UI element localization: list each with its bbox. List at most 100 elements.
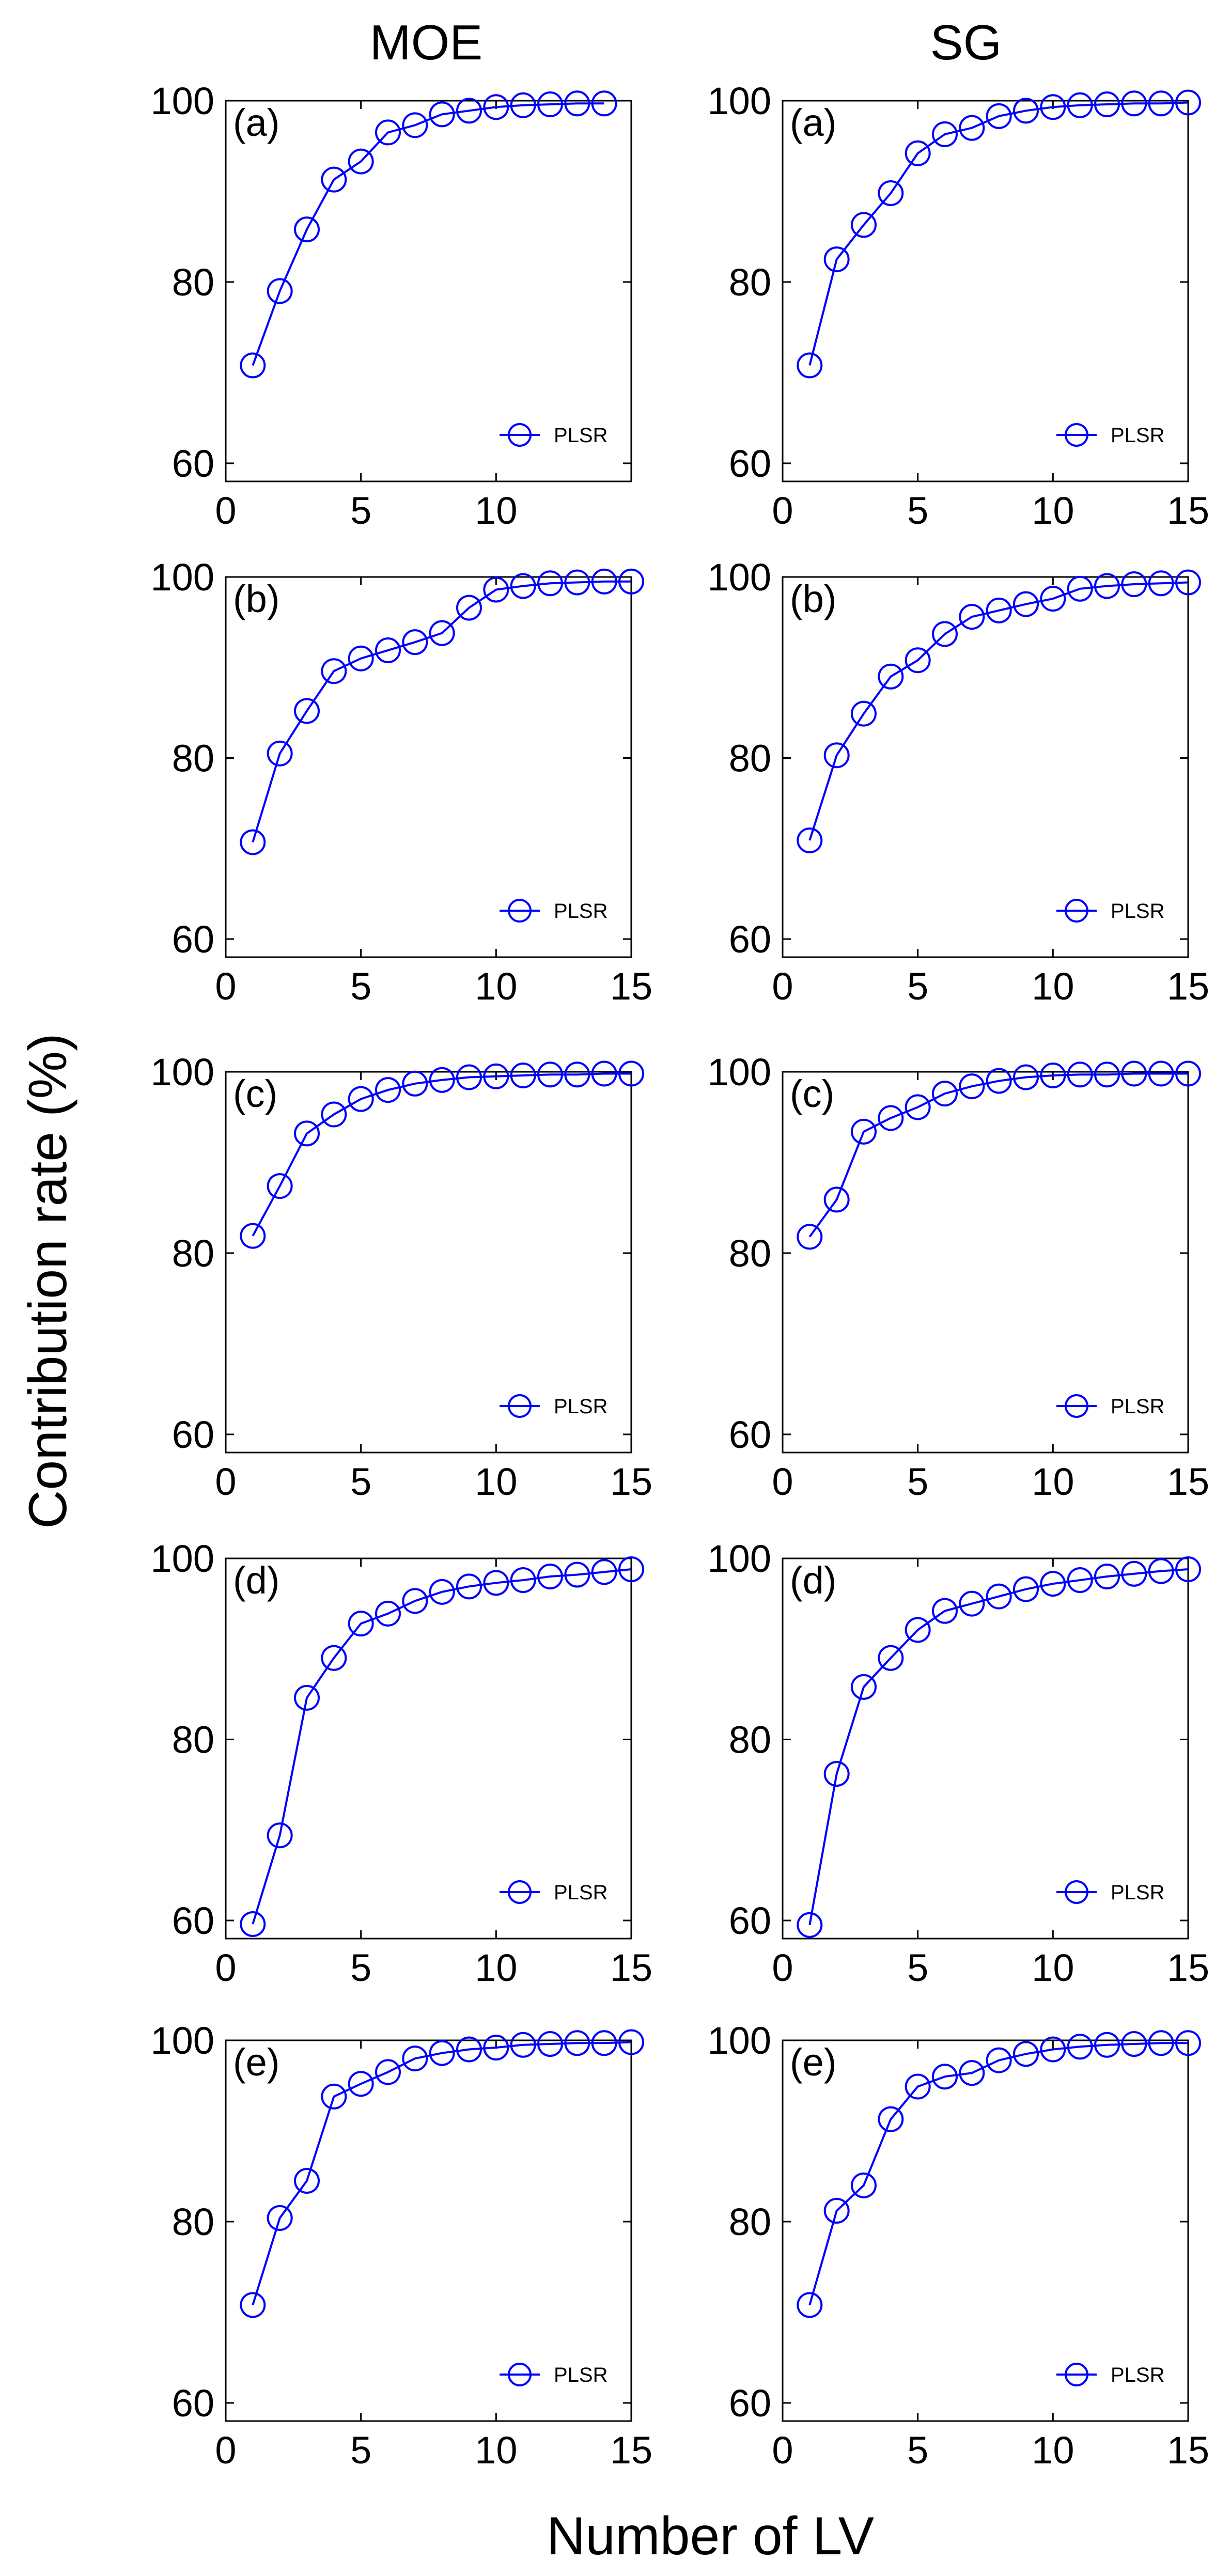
- x-tick-label: 5: [350, 489, 371, 532]
- data-point: [483, 94, 509, 120]
- data-point: [959, 1590, 985, 1617]
- data-point: [537, 1061, 563, 1088]
- data-point: [1040, 94, 1066, 120]
- x-tick-label: 10: [475, 2429, 517, 2472]
- y-tick-label: 80: [172, 737, 214, 779]
- x-tick-label: 10: [1032, 2429, 1074, 2472]
- x-tick-label: 5: [350, 1460, 371, 1503]
- x-axis-label: Number of LV: [547, 2506, 874, 2566]
- data-point: [591, 1060, 617, 1087]
- data-point: [1148, 90, 1174, 117]
- data-point: [375, 1077, 401, 1103]
- legend-marker: [1065, 1880, 1088, 1904]
- data-point: [823, 742, 850, 769]
- data-point: [429, 1067, 455, 1093]
- x-tick-label: 5: [907, 1946, 928, 1989]
- data-point: [564, 90, 590, 117]
- x-tick-label: 15: [1167, 489, 1209, 532]
- data-point: [1067, 1061, 1093, 1088]
- data-point: [348, 1086, 374, 1112]
- data-point: [932, 621, 958, 647]
- data-point: [402, 112, 428, 138]
- data-point: [294, 2167, 320, 2194]
- series-line-plsr: [252, 1072, 631, 1237]
- legend: PLSR: [500, 1394, 608, 1418]
- data-point: [1148, 1558, 1174, 1584]
- data-point: [564, 1061, 590, 1088]
- data-point: [375, 1600, 401, 1627]
- axes-frame: [225, 2039, 632, 2422]
- panel-sg-e: 0 5 10 15 60 80 100 (e) PLSR: [708, 2019, 1210, 2472]
- y-tick-label: 100: [708, 2019, 771, 2062]
- data-point: [905, 647, 931, 674]
- x-tick-label: 0: [215, 965, 236, 1008]
- data-point: [797, 352, 823, 379]
- data-point: [537, 1564, 563, 1590]
- data-point: [537, 91, 563, 118]
- data-point: [402, 2046, 428, 2072]
- series-line-plsr: [808, 581, 1189, 841]
- legend-label: PLSR: [1111, 900, 1165, 923]
- legend-marker: [508, 423, 532, 447]
- data-point: [429, 101, 455, 128]
- x-tick-label: 15: [1167, 2429, 1209, 2472]
- data-point: [932, 2064, 958, 2090]
- x-tick-label: 15: [610, 965, 652, 1008]
- data-point: [1175, 1060, 1201, 1087]
- legend: PLSR: [1056, 1880, 1165, 1904]
- data-point: [851, 212, 877, 238]
- data-point: [1013, 98, 1039, 124]
- data-point: [1175, 89, 1201, 116]
- data-point: [402, 1070, 428, 1097]
- data-point: [321, 166, 347, 193]
- data-point: [1148, 570, 1174, 597]
- data-point: [905, 1617, 931, 1643]
- data-point: [564, 569, 590, 596]
- data-point: [986, 597, 1012, 623]
- axes-frame: [225, 1557, 632, 1940]
- data-point: [1121, 2031, 1147, 2057]
- data-point: [240, 829, 266, 855]
- axes-frame: [782, 2039, 1189, 2422]
- series-line-plsr: [808, 1568, 1189, 1926]
- y-tick-label: 80: [172, 2200, 214, 2243]
- legend-marker: [1065, 423, 1088, 447]
- x-tick-label: 0: [215, 1946, 236, 1989]
- series-line-plsr: [252, 2041, 632, 2305]
- y-tick-label: 100: [151, 556, 214, 599]
- data-point: [905, 140, 931, 166]
- data-point: [375, 2059, 401, 2085]
- x-tick-label: 0: [215, 489, 236, 532]
- x-tick-label: 5: [907, 489, 928, 532]
- y-tick-label: 80: [729, 737, 771, 779]
- x-tick-label: 0: [772, 2429, 793, 2472]
- data-point: [905, 1094, 931, 1120]
- x-tick-label: 5: [907, 965, 928, 1008]
- legend-label: PLSR: [1111, 1395, 1165, 1418]
- data-point: [429, 620, 455, 646]
- x-tick-label: 15: [1167, 1946, 1209, 1989]
- data-point: [986, 1068, 1012, 1094]
- data-point: [618, 2029, 644, 2055]
- legend-label: PLSR: [1111, 424, 1165, 447]
- axes-frame: [782, 1557, 1189, 1940]
- data-point: [1148, 1060, 1174, 1087]
- x-tick-label: 5: [350, 965, 371, 1008]
- panel-label: (e): [233, 2041, 279, 2084]
- data-point: [1040, 586, 1066, 612]
- y-tick-label: 100: [151, 2019, 214, 2062]
- data-point: [1067, 1567, 1093, 1594]
- data-point: [456, 1064, 482, 1090]
- y-tick-label: 80: [729, 1232, 771, 1275]
- data-point: [986, 1583, 1012, 1610]
- data-point: [564, 1562, 590, 1588]
- data-point: [959, 604, 985, 630]
- x-tick-label: 10: [475, 489, 517, 532]
- legend-marker: [1065, 2363, 1088, 2386]
- data-point: [591, 90, 617, 117]
- data-point: [851, 1674, 877, 1700]
- data-point: [483, 1063, 509, 1089]
- data-point: [510, 1063, 536, 1089]
- y-tick-label: 100: [708, 1537, 771, 1580]
